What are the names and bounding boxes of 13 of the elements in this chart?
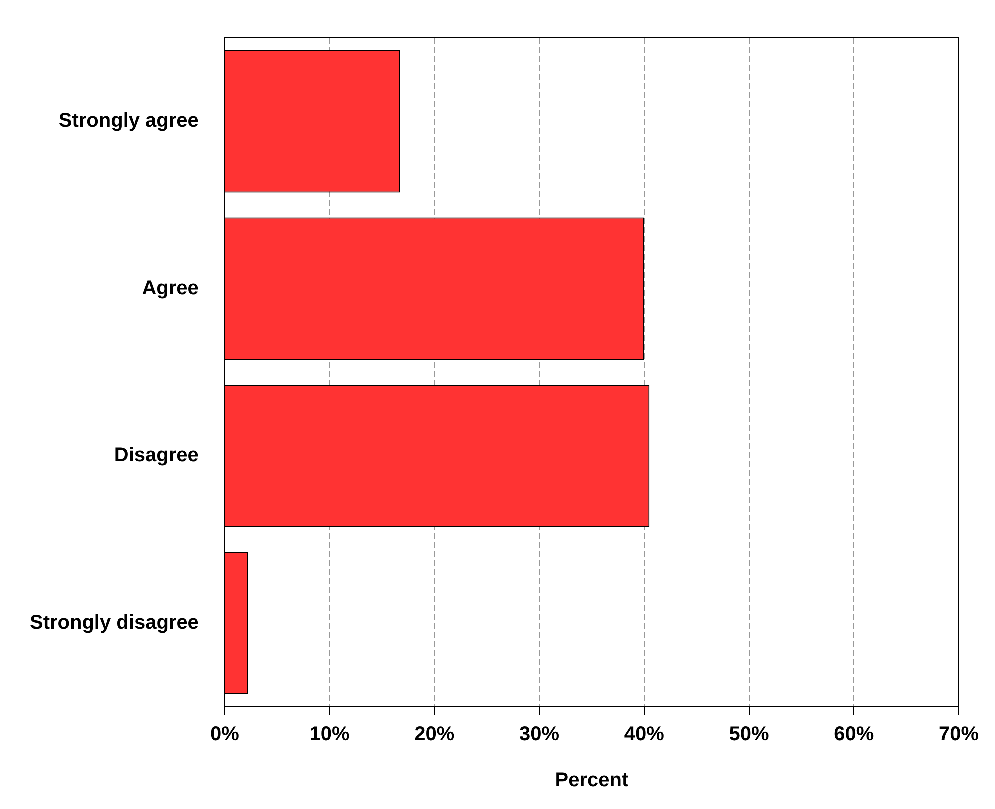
y-tick-label: Strongly disagree [30,612,199,634]
x-axis-title: Percent [555,770,629,792]
x-tick-label: 30% [520,724,560,746]
y-tick-label: Disagree [114,444,199,467]
x-tick-label: 70% [938,724,980,746]
y-tick-label: Strongly agree [58,110,199,132]
x-tick-label: 60% [834,724,874,746]
x-tick-label: 40% [624,724,665,746]
x-tick-label: 10% [310,724,350,746]
x-tick-label: 20% [414,724,455,746]
y-tick-label: Agree [142,277,199,300]
x-tick-label: 50% [729,724,770,746]
x-tick-label: 0% [210,724,240,746]
